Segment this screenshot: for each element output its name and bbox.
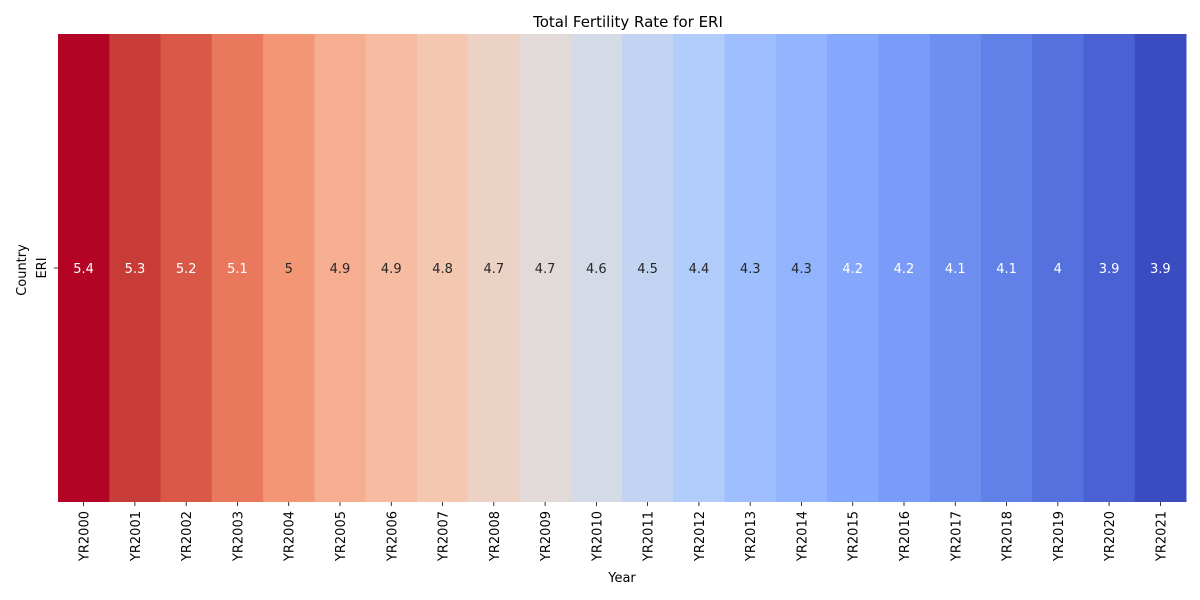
x-tick-label: YR2002: [180, 511, 195, 562]
heatmap-cell-yr2020: [1083, 34, 1136, 502]
cell-value-yr2017: 4.1: [945, 262, 966, 277]
cell-value-yr2009: 4.7: [535, 262, 556, 277]
x-tick-label: YR2010: [590, 511, 605, 562]
cell-value-yr2014: 4.3: [791, 262, 812, 277]
x-tick-label: YR2005: [334, 511, 349, 562]
heatmap-cell-yr2010: [570, 34, 623, 502]
x-tick-label: YR2020: [1103, 511, 1118, 562]
cell-value-yr2008: 4.7: [483, 262, 504, 277]
cell-value-yr2001: 5.3: [125, 262, 146, 277]
x-tick-label: YR2012: [693, 511, 708, 562]
x-tick-label: YR2017: [949, 511, 964, 562]
x-axis-label: Year: [607, 571, 636, 586]
x-tick-label: YR2008: [488, 511, 503, 562]
x-tick-label: YR2013: [744, 511, 759, 562]
cell-value-yr2006: 4.9: [381, 262, 402, 277]
cell-value-yr2005: 4.9: [330, 262, 351, 277]
cell-value-yr2015: 4.2: [842, 262, 863, 277]
heatmap-cell-yr2016: [878, 34, 931, 502]
heatmap-cell-yr2008: [468, 34, 520, 502]
heatmap-cell-yr2009: [519, 34, 572, 502]
cell-value-yr2018: 4.1: [996, 262, 1017, 277]
heatmap-cell-yr2004: [263, 34, 315, 502]
cell-value-yr2007: 4.8: [432, 262, 453, 277]
cell-value-yr2013: 4.3: [740, 262, 761, 277]
cell-value-yr2021: 3.9: [1150, 262, 1171, 277]
x-tick-label: YR2004: [283, 511, 298, 562]
x-tick-label: YR2011: [642, 511, 657, 562]
cell-value-yr2000: 5.4: [73, 262, 94, 277]
x-tick-label: YR2000: [78, 511, 93, 562]
heatmap-cell-yr2013: [724, 34, 777, 502]
x-axis-ticks: YR2000 YR2001 YR2002 YR2003 YR2004 YR2005 YR20…: [78, 502, 1169, 562]
cell-value-yr2020: 3.9: [1099, 262, 1120, 277]
x-tick-label: YR2006: [385, 511, 400, 562]
heatmap-cell-yr2012: [673, 34, 726, 502]
x-tick-label: YR2018: [1001, 511, 1016, 562]
x-tick-label: YR2007: [437, 511, 452, 562]
heatmap-cell-yr2014: [775, 34, 828, 502]
x-tick-label: YR2014: [795, 511, 810, 562]
cell-value-yr2012: 4.4: [689, 262, 710, 277]
heatmap-cell-yr2018: [980, 34, 1033, 502]
heatmap-cell-yr2003: [211, 34, 264, 502]
x-tick-label: YR2001: [129, 511, 144, 562]
cell-value-yr2010: 4.6: [586, 262, 607, 277]
x-tick-label: YR2021: [1154, 511, 1169, 562]
heatmap-cell-yr2002: [160, 34, 213, 502]
heatmap-cell-yr2019: [1032, 34, 1084, 502]
heatmap-cell-yr2017: [929, 34, 982, 502]
cell-value-yr2016: 4.2: [894, 262, 915, 277]
heatmap-cell-labels: 5.4 5.3 5.2 5.1 5 4.9 4.9 4.8 4.7 4.7 4.6 4.5 4.4 4.3…: [73, 262, 1170, 277]
heatmap-cell-yr2015: [827, 34, 879, 502]
y-axis-ticks: ERI: [35, 257, 58, 279]
heatmap-cell-yr2006: [365, 34, 418, 502]
x-tick-label: YR2016: [898, 511, 913, 562]
heatmap-cells: [58, 34, 1187, 502]
cell-value-yr2011: 4.5: [637, 262, 658, 277]
cell-value-yr2004: 5: [285, 262, 293, 277]
chart-title: Total Fertility Rate for ERI: [532, 13, 723, 31]
y-axis-label: Country: [15, 244, 30, 296]
heatmap-cell-yr2000: [58, 34, 110, 502]
heatmap-cell-yr2005: [314, 34, 367, 502]
x-tick-label: YR2019: [1052, 511, 1067, 562]
heatmap-cell-yr2001: [109, 34, 162, 502]
y-tick-label: ERI: [35, 257, 50, 278]
heatmap-cell-yr2007: [416, 34, 469, 502]
heatmap-cell-yr2021: [1134, 34, 1187, 502]
x-tick-label: YR2015: [847, 511, 862, 562]
x-tick-label: YR2009: [539, 511, 554, 562]
cell-value-yr2003: 5.1: [227, 262, 248, 277]
heatmap-cell-yr2011: [622, 34, 674, 502]
cell-value-yr2002: 5.2: [176, 262, 197, 277]
x-tick-label: YR2003: [231, 511, 246, 562]
cell-value-yr2019: 4: [1054, 262, 1062, 277]
